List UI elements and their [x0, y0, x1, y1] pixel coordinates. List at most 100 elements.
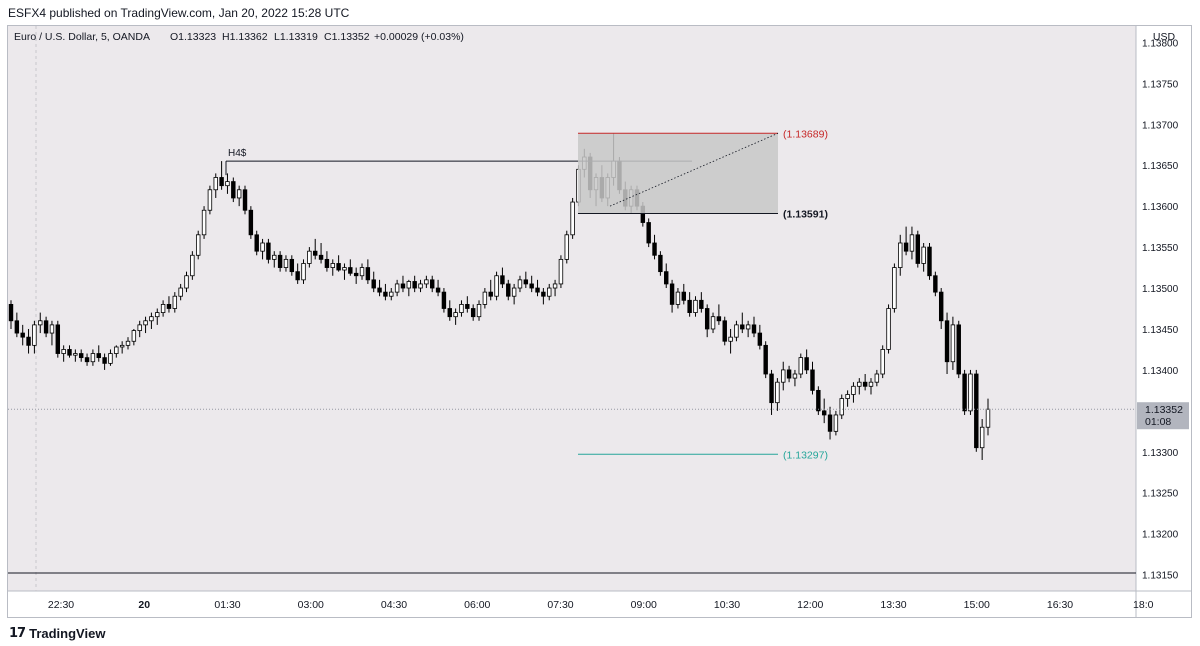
candle-body: [745, 324, 751, 330]
candle-body: [295, 271, 300, 281]
candle-body: [909, 234, 915, 252]
candle-body: [424, 279, 429, 285]
candle-body: [406, 281, 412, 289]
price-tick-label: 1.13750: [1142, 79, 1179, 90]
ohlc-low: L1.13319: [274, 31, 318, 43]
candle-body: [389, 291, 394, 297]
candle-body: [827, 414, 833, 432]
candle-body: [283, 258, 289, 268]
time-tick-label: 16:30: [1047, 599, 1073, 611]
time-tick-label: 07:30: [547, 599, 573, 611]
candle-body: [792, 373, 798, 379]
candle-body: [131, 330, 137, 342]
close-value: 1.13352: [332, 31, 370, 43]
candle-body: [324, 258, 330, 268]
ohlc-change: +0.00029 (+0.03%): [374, 31, 464, 43]
candle-body: [242, 189, 248, 211]
candle-body: [465, 304, 470, 309]
candle-body: [172, 295, 178, 309]
time-tick-label: 22:30: [48, 599, 74, 611]
candle-body: [470, 308, 476, 318]
candle-body: [371, 279, 376, 289]
candle-body: [149, 316, 154, 322]
price-tick-label: 1.13500: [1142, 284, 1179, 295]
candle-body: [336, 263, 341, 271]
plot-area[interactable]: [8, 26, 1136, 591]
candle-body: [383, 291, 388, 297]
candle-body: [740, 324, 745, 330]
candle-body: [693, 299, 698, 313]
candle-body: [938, 291, 944, 322]
price-tick-label: 1.13300: [1142, 448, 1179, 459]
candle-body: [646, 222, 651, 244]
candle-body: [962, 373, 967, 412]
candle-body: [160, 304, 166, 313]
candle-body: [400, 283, 406, 289]
candle-body: [985, 408, 991, 428]
candle-body: [272, 254, 277, 260]
candle-body: [14, 320, 20, 334]
candle-body: [775, 381, 780, 404]
candle-body: [184, 275, 189, 289]
candle-body: [552, 283, 558, 289]
candle-body: [710, 316, 716, 330]
price-tick-label: 1.13450: [1142, 325, 1179, 336]
candle-body: [833, 414, 839, 432]
price-tick-label: 1.13250: [1142, 489, 1179, 500]
time-tick-label: 10:30: [714, 599, 740, 611]
candle-body: [786, 369, 792, 379]
candle-body: [751, 324, 757, 334]
candle-body: [658, 254, 663, 273]
low-label: L: [274, 31, 280, 43]
candle-body: [781, 369, 786, 383]
price-tick-label: 1.13200: [1142, 530, 1179, 541]
candle-body: [517, 279, 523, 289]
candle-body: [225, 181, 230, 187]
open-value: 1.13323: [178, 31, 216, 43]
candle-body: [73, 353, 78, 356]
candle-body: [266, 242, 271, 260]
candle-body: [500, 275, 505, 285]
candle-body: [231, 181, 236, 199]
candle-body: [43, 320, 49, 334]
price-axis-area[interactable]: [1136, 26, 1191, 591]
bar-countdown: 01:08: [1145, 416, 1171, 428]
high-value: 1.13362: [230, 31, 268, 43]
candle-body: [236, 189, 242, 199]
candle-body: [816, 389, 821, 412]
entry-price-label: (1.13591): [783, 209, 828, 221]
candle-body: [921, 246, 926, 264]
stop-price-label: (1.13689): [783, 128, 828, 140]
candle-body: [564, 234, 569, 260]
price-tick-label: 1.13800: [1142, 38, 1179, 49]
tradingview-logo-icon: 𝟭𝟳: [9, 625, 26, 640]
candle-body: [979, 426, 985, 449]
symbol-name: Euro / U.S. Dollar, 5, OANDA: [14, 31, 150, 43]
brand-name: TradingView: [29, 625, 106, 641]
candle-body: [669, 283, 675, 305]
candle-body: [476, 304, 482, 318]
price-tick-label: 1.13550: [1142, 243, 1179, 254]
candle-body: [26, 336, 31, 346]
time-tick-label: 03:00: [298, 599, 324, 611]
candle-body: [950, 324, 956, 363]
candle-body: [874, 373, 880, 383]
candle-body: [166, 304, 172, 309]
time-tick-label: 15:00: [964, 599, 990, 611]
candle-body: [927, 246, 932, 277]
currency-label: USD: [1153, 31, 1176, 43]
candle-body: [430, 279, 435, 289]
time-tick-label: 20: [138, 599, 150, 611]
candle-body: [90, 353, 96, 363]
candle-body: [523, 279, 529, 285]
candle-body: [137, 324, 142, 332]
price-tick-label: 1.13650: [1142, 161, 1179, 172]
candle-body: [506, 283, 511, 297]
price-tick-label: 1.13150: [1142, 571, 1179, 582]
candle-body: [8, 304, 14, 322]
candle-body: [547, 287, 552, 297]
candle-body: [330, 263, 335, 268]
candle-body: [722, 320, 727, 342]
footer-brand[interactable]: 𝟭𝟳 TradingView: [9, 625, 105, 641]
